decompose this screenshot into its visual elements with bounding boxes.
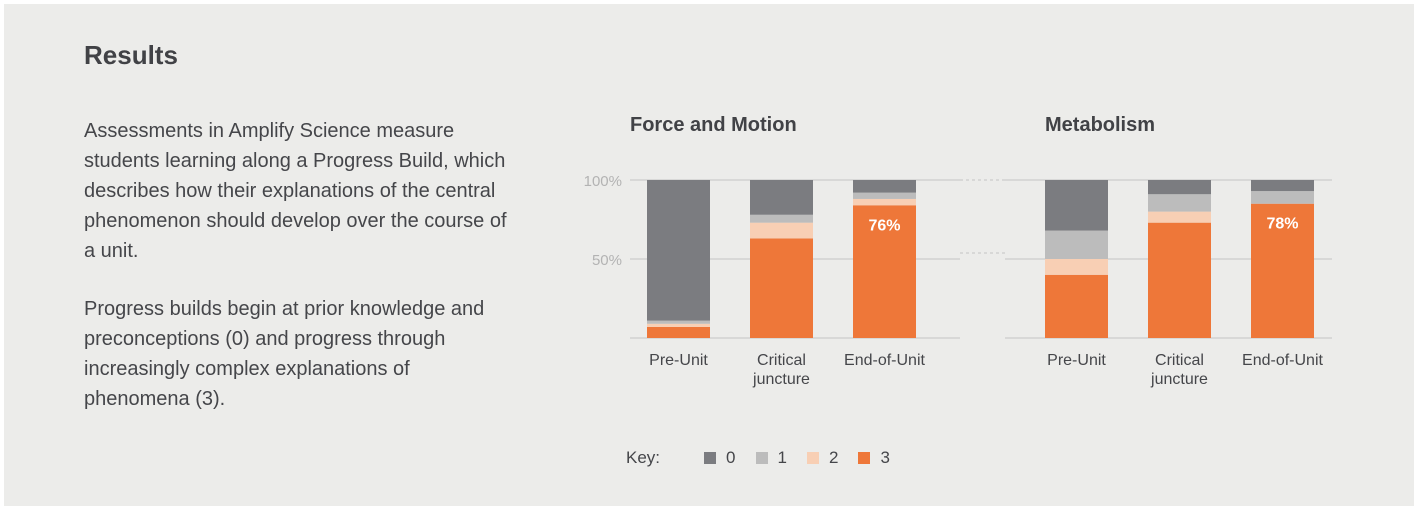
- key-item-2: 2: [806, 448, 839, 468]
- category-label-0-2: End-of-Unit: [844, 352, 925, 369]
- key-item-3-label: 3: [880, 448, 890, 467]
- key-swatch-0: [704, 452, 717, 464]
- key-swatch-1: [755, 452, 768, 464]
- category-label-1-0: Pre-Unit: [1047, 352, 1106, 369]
- key-item-1-label: 1: [777, 448, 787, 467]
- bar-segment-0-2-2: [853, 198, 916, 206]
- bar-segment-1-1-3: [1148, 222, 1211, 338]
- category-label-0-1: Critical juncture: [752, 352, 810, 388]
- bar-segment-1-1-0: [1148, 180, 1211, 195]
- results-heading: Results: [84, 40, 178, 70]
- key-swatch-2: [806, 452, 819, 464]
- key-item-0: 0: [704, 448, 736, 468]
- key-item-0-label: 0: [726, 448, 736, 467]
- y-tick-label-0-0: 100%: [584, 173, 622, 190]
- key-item-2-label: 2: [828, 448, 839, 467]
- bar-segment-1-1-1: [1148, 194, 1211, 212]
- bar-segment-1-0-0: [1045, 180, 1108, 231]
- bar-segment-0-2-1: [853, 192, 916, 199]
- bar-segment-1-1-2: [1148, 211, 1211, 223]
- bar-segment-0-1-1: [750, 214, 813, 223]
- description-paragraph-1: Assessments in Amplify Science measure s…: [84, 120, 507, 262]
- bar-segment-1-2-3: [1251, 203, 1314, 338]
- data-label-0-2: 76%: [868, 217, 900, 234]
- bar-segment-0-1-2: [750, 222, 813, 239]
- chart-key: Key: 0 1 2 3: [626, 448, 910, 468]
- category-label-1-1: Critical juncture: [1150, 352, 1208, 388]
- key-item-3: 3: [858, 448, 890, 468]
- key-swatch-3: [858, 452, 871, 464]
- bar-segment-0-0-0: [647, 180, 710, 321]
- bar-segment-1-2-0: [1251, 180, 1314, 192]
- data-label-1-2: 78%: [1266, 216, 1298, 233]
- key-item-1: 1: [755, 448, 787, 468]
- bar-segment-1-0-1: [1045, 230, 1108, 259]
- bar-segment-0-2-0: [853, 180, 916, 193]
- bar-segment-0-1-3: [750, 238, 813, 338]
- description-paragraph-2: Progress builds begin at prior knowledge…: [84, 298, 485, 410]
- category-label-1-2: End-of-Unit: [1242, 352, 1323, 369]
- chart-title-force-motion: Force and Motion: [630, 114, 797, 136]
- bar-segment-1-0-2: [1045, 259, 1108, 275]
- bar-segment-1-0-3: [1045, 274, 1108, 338]
- bar-segment-0-1-0: [750, 180, 813, 215]
- bar-segment-0-0-3: [647, 326, 710, 338]
- bar-segment-1-2-1: [1251, 191, 1314, 204]
- category-label-0-0: Pre-Unit: [649, 352, 708, 369]
- key-label: Key:: [626, 448, 661, 467]
- bar-segment-0-2-3: [853, 205, 916, 338]
- bar-segment-0-0-1: [647, 320, 710, 324]
- chart-title-metabolism: Metabolism: [1045, 114, 1156, 136]
- bar-segment-0-0-2: [647, 323, 710, 327]
- y-tick-label-0-1: 50%: [592, 252, 622, 269]
